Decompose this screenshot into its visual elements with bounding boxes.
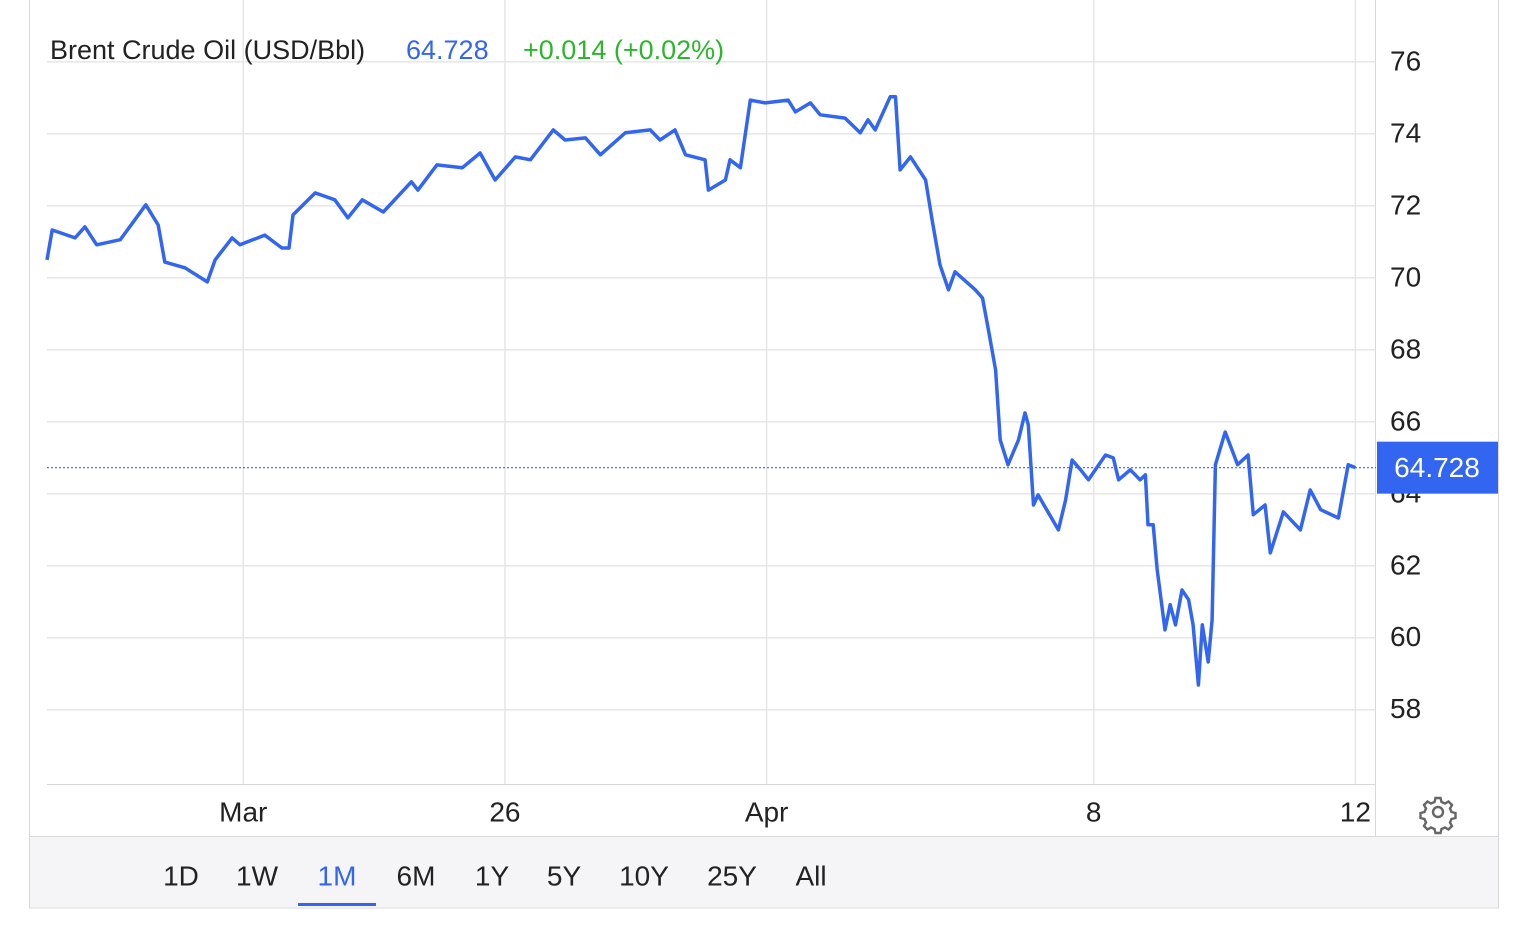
range-button[interactable]: 25Y (707, 860, 757, 891)
y-tick-label: 74 (1390, 117, 1421, 148)
x-tick-label: Mar (219, 796, 267, 827)
settings-icon[interactable] (1419, 796, 1457, 835)
range-underline (298, 903, 376, 906)
last-price: 64.728 (406, 35, 489, 65)
range-button[interactable]: 5Y (547, 860, 582, 891)
plot (45, 95, 1376, 687)
range-button[interactable]: 1Y (475, 860, 510, 891)
y-tick-label: 68 (1390, 333, 1421, 364)
range-button[interactable]: 6M (397, 860, 436, 891)
y-tick-label: 60 (1390, 621, 1421, 652)
y-tick-label: 76 (1390, 45, 1421, 76)
y-tick-label: 62 (1390, 549, 1421, 580)
price-line (45, 95, 1357, 687)
price-change: +0.014 (+0.02%) (523, 35, 724, 65)
x-tick-label: 12 (1340, 796, 1371, 827)
x-tick-label: Apr (745, 796, 789, 827)
range-button[interactable]: 10Y (619, 860, 669, 891)
range-button[interactable]: All (795, 860, 826, 891)
x-tick-label: 26 (489, 796, 520, 827)
frame (29, 0, 1499, 909)
price-badge (1377, 441, 1498, 494)
range-button[interactable]: 1D (163, 860, 199, 891)
range-button[interactable]: 1W (236, 860, 279, 891)
y-tick-label: 58 (1390, 693, 1421, 724)
y-tick-label: 72 (1390, 189, 1421, 220)
range-bar (30, 837, 1498, 907)
y-tick-label: 70 (1390, 261, 1421, 292)
range-button[interactable]: 1M (318, 860, 357, 891)
x-tick-label: 8 (1086, 796, 1102, 827)
price-badge-label: 64.728 (1394, 452, 1480, 483)
chart-title: Brent Crude Oil (USD/Bbl) (50, 35, 365, 65)
y-tick-label: 66 (1390, 405, 1421, 436)
grid (47, 0, 1375, 784)
